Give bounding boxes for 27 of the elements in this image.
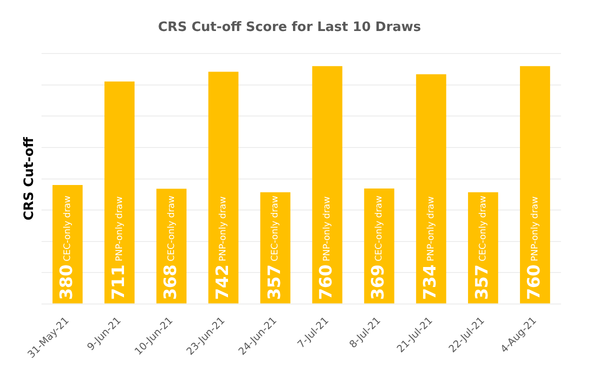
data-label: 357 <box>472 264 493 300</box>
annotation: CEC-only draw <box>478 196 488 262</box>
bar <box>104 81 135 304</box>
annotation: PNP-only draw <box>426 196 436 262</box>
data-label: 742 <box>212 264 233 300</box>
annotation: CEC-only draw <box>62 196 73 262</box>
data-label: 369 <box>368 264 389 300</box>
annotation: CEC-only draw <box>166 196 177 262</box>
bar <box>520 66 550 304</box>
annotation: PNP-only draw <box>530 196 540 262</box>
data-label: 734 <box>420 264 441 300</box>
data-label: 380 <box>56 264 77 300</box>
y-axis-title: CRS Cut-off <box>22 136 38 220</box>
annotation: CEC-only draw <box>270 196 281 262</box>
annotation: PNP-only draw <box>218 196 229 262</box>
annotation: PNP-only draw <box>114 196 125 262</box>
annotation: PNP-only draw <box>322 196 333 262</box>
bar <box>208 72 238 304</box>
bar <box>312 66 342 304</box>
annotation: CEC-only draw <box>374 196 385 262</box>
data-label: 760 <box>524 264 544 300</box>
data-label: 368 <box>160 264 181 300</box>
chart-title: CRS Cut-off Score for Last 10 Draws <box>158 20 422 36</box>
data-label: 357 <box>264 264 285 300</box>
data-label: 760 <box>316 264 337 300</box>
data-label: 711 <box>108 264 129 300</box>
bar <box>416 74 446 304</box>
